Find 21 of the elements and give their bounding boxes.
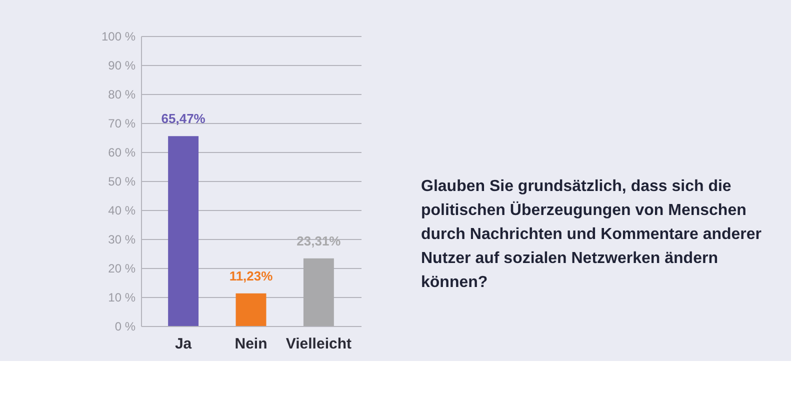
y-tick-label: 50 % xyxy=(108,174,136,188)
x-tick-label: Ja xyxy=(174,336,192,352)
x-tick-label: Nein xyxy=(234,336,268,352)
data-label: 65,47% xyxy=(161,111,206,126)
y-tick-label: 60 % xyxy=(108,146,136,160)
y-tick-label: 40 % xyxy=(108,204,136,218)
y-tick-label: 80 % xyxy=(108,88,136,102)
data-label: 11,23% xyxy=(229,268,274,284)
y-tick-label: 20 % xyxy=(108,262,136,276)
y-tick-label: 70 % xyxy=(108,116,136,130)
y-tick-label: 10 % xyxy=(108,290,136,304)
y-tick-label: 30 % xyxy=(108,232,136,246)
data-label: 23,31% xyxy=(296,233,342,248)
text: Glauben Sie grundsätzlich, dass sich die politischen Überzeugungen von Menschen durch Nachrichten und Kommentare anderer Nutzer auf sozialen Netzwerken ändern können? xyxy=(421,178,762,291)
y-tick-label: 90 % xyxy=(108,58,136,72)
y-tick-label: 100 % xyxy=(101,30,136,44)
y-tick-label: 0 % xyxy=(114,320,136,334)
x-tick-label: Vielleicht xyxy=(286,336,352,352)
bar xyxy=(303,258,334,326)
bar xyxy=(168,136,199,326)
bar xyxy=(236,293,266,326)
